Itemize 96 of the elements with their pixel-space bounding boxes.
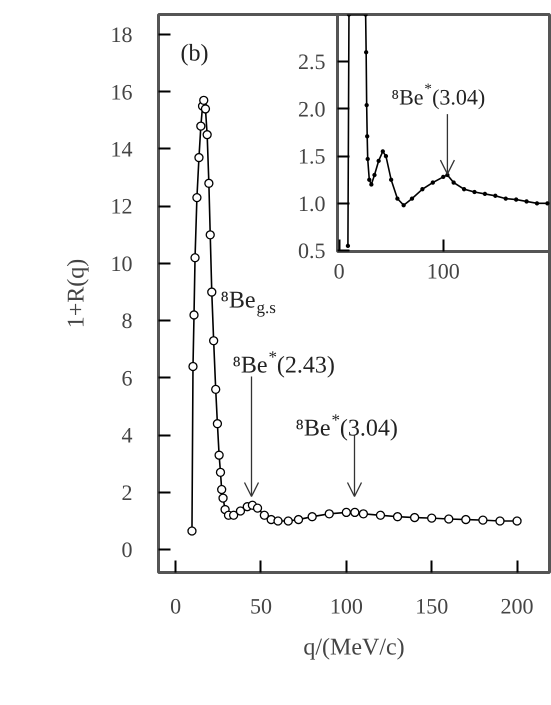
point (200, 104, 210, 114)
point (367, 178, 372, 182)
point (204, 178, 214, 188)
y-tick-label: 1.0 (298, 190, 326, 216)
point (482, 192, 488, 196)
point (214, 450, 224, 460)
annotation: ⁸Be*(2.43) (232, 348, 335, 378)
y-tick-label: 2 (122, 480, 132, 505)
point (420, 187, 425, 192)
point (366, 156, 370, 162)
point (358, 509, 368, 518)
point (410, 196, 414, 201)
point (514, 197, 518, 202)
point (512, 516, 522, 526)
point (187, 526, 197, 536)
point (217, 484, 226, 494)
point (194, 152, 204, 162)
point (461, 514, 470, 524)
point (524, 199, 529, 204)
point (196, 121, 206, 131)
point (389, 178, 394, 182)
x-tick-label: 100 (330, 594, 363, 618)
point (308, 512, 317, 522)
point (376, 510, 386, 520)
point (452, 180, 456, 185)
x-tick-label: 200 (500, 594, 534, 618)
y-tick-label: 16 (110, 79, 132, 104)
y-tick-label: 12 (110, 194, 132, 219)
point (199, 96, 208, 105)
point (192, 192, 202, 202)
point (260, 510, 270, 520)
point (493, 194, 498, 198)
x-tick-label: 150 (415, 594, 448, 618)
point (211, 384, 220, 394)
point (273, 516, 283, 526)
point (190, 253, 200, 262)
y-tick-label: 1.5 (298, 144, 326, 169)
y-tick-label: 0.5 (298, 238, 326, 264)
point (364, 50, 368, 54)
y-tick-label: 10 (110, 250, 132, 276)
point (209, 336, 218, 346)
point (472, 190, 477, 194)
point (206, 230, 215, 240)
y-tick-label: 4 (122, 422, 132, 448)
x-tick-label: 100 (426, 258, 460, 284)
y-tick-label: 2.5 (298, 49, 326, 74)
point (236, 506, 246, 516)
y-tick-label: 18 (110, 22, 132, 48)
point (392, 512, 402, 522)
point (202, 130, 212, 140)
point (402, 203, 406, 208)
point (324, 509, 334, 518)
point (189, 310, 199, 320)
annotation: (b) (180, 40, 208, 66)
point (410, 512, 420, 522)
point (216, 468, 226, 477)
point (504, 196, 508, 201)
point (376, 158, 381, 163)
point (534, 201, 540, 206)
point (380, 149, 385, 154)
point (545, 201, 550, 206)
point (441, 174, 446, 180)
y-tick-label: 8 (122, 308, 132, 334)
point (218, 493, 228, 503)
point (294, 514, 304, 524)
x-tick-label: 0 (170, 594, 182, 618)
point (252, 503, 262, 513)
y-tick-label: 0 (122, 537, 132, 562)
y-tick-label: 6 (122, 365, 132, 390)
point (384, 154, 388, 158)
y-tick-label: 14 (110, 136, 132, 162)
point (207, 287, 216, 297)
point (350, 508, 360, 518)
point (284, 516, 293, 526)
point (188, 362, 198, 372)
point (212, 419, 222, 428)
point (430, 180, 435, 185)
point (462, 187, 466, 192)
point (228, 510, 238, 520)
point (372, 172, 377, 178)
point (444, 514, 454, 524)
annotation: ⁸Be*(3.04) (296, 410, 398, 442)
point (346, 244, 350, 248)
y-tick-label: 2.0 (298, 96, 326, 122)
point (364, 103, 369, 108)
annotation: ⁸Be*(3.04) (391, 81, 486, 110)
point (365, 134, 370, 138)
point (495, 516, 505, 526)
point (342, 508, 351, 518)
point (369, 182, 374, 187)
x-tick-label: 50 (250, 594, 272, 618)
y-axis-title: 1+R(q) (64, 258, 90, 328)
point (395, 196, 400, 201)
x-axis-title: q/(MeV/c) (303, 634, 405, 660)
point (427, 513, 436, 523)
point (478, 515, 488, 525)
